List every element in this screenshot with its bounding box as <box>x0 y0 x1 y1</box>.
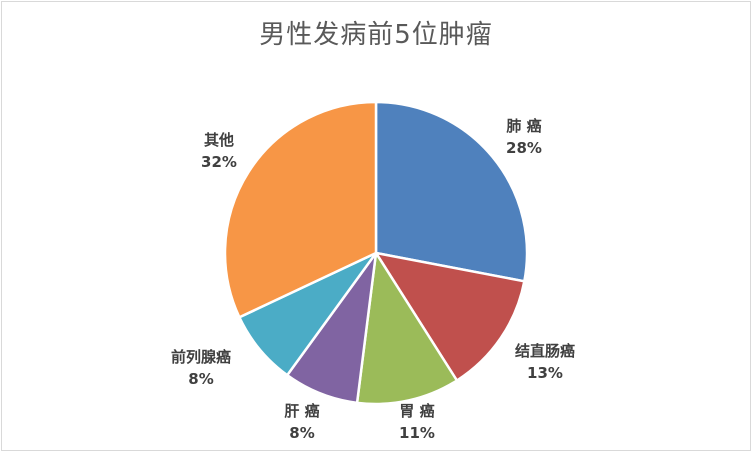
slice-percent-label: 8% <box>188 370 213 388</box>
slice-name-label: 肺 癌 <box>506 117 541 135</box>
slice-name-label: 肝 癌 <box>284 402 319 420</box>
chart-title: 男性发病前5位肿瘤 <box>259 20 493 50</box>
pie-slice-3 <box>355 251 459 406</box>
pie-labels: 肺 癌 28% 结直肠癌 13% 胃 癌 11% 肝 癌 8% 前列腺癌 8% 其他 32% <box>171 117 575 442</box>
slice-percent-label: 13% <box>527 364 563 382</box>
slice-percent-label: 28% <box>506 139 542 157</box>
slice-name-label: 其他 <box>204 131 234 149</box>
slice-percent-label: 11% <box>399 424 435 442</box>
pie-slices <box>223 100 529 406</box>
slice-name-label: 胃 癌 <box>399 402 434 420</box>
pie-slice-6 <box>223 100 378 319</box>
pie-slice-2 <box>374 251 526 382</box>
slice-name-label: 结直肠癌 <box>515 342 575 360</box>
pie-slice-1 <box>374 100 529 283</box>
slice-name-label: 前列腺癌 <box>171 348 231 366</box>
slice-percent-label: 32% <box>201 153 237 171</box>
slice-percent-label: 8% <box>289 424 314 442</box>
